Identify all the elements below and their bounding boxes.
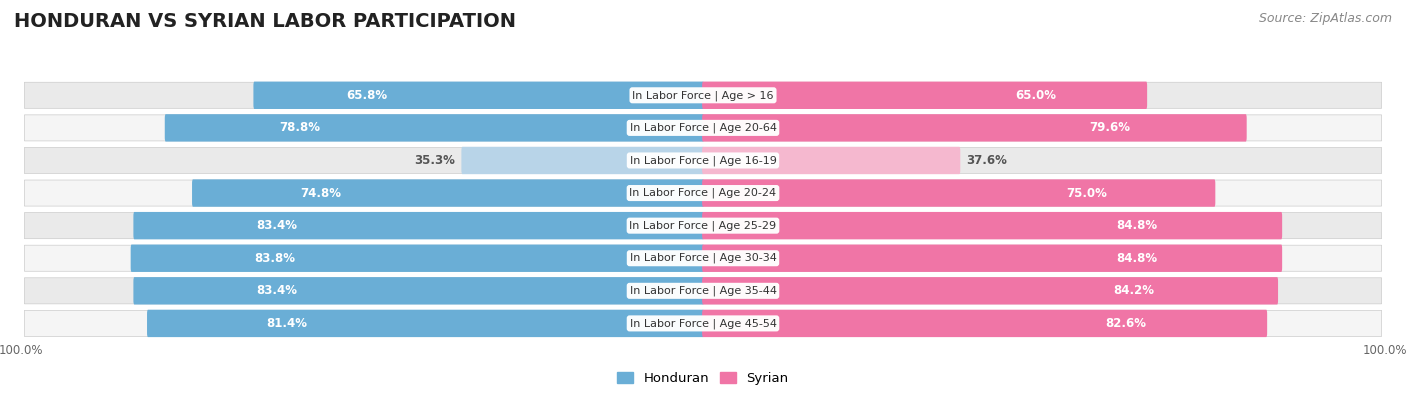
FancyBboxPatch shape [702,179,1215,207]
Text: 83.4%: 83.4% [256,219,297,232]
Text: 37.6%: 37.6% [966,154,1007,167]
Text: Source: ZipAtlas.com: Source: ZipAtlas.com [1258,12,1392,25]
FancyBboxPatch shape [253,82,704,109]
Text: HONDURAN VS SYRIAN LABOR PARTICIPATION: HONDURAN VS SYRIAN LABOR PARTICIPATION [14,12,516,31]
Text: In Labor Force | Age 25-29: In Labor Force | Age 25-29 [630,220,776,231]
Text: 79.6%: 79.6% [1090,121,1130,134]
Text: 78.8%: 78.8% [280,121,321,134]
FancyBboxPatch shape [24,310,1382,337]
FancyBboxPatch shape [148,310,704,337]
FancyBboxPatch shape [702,245,1282,272]
FancyBboxPatch shape [702,277,1278,305]
FancyBboxPatch shape [461,147,704,174]
Text: 65.8%: 65.8% [346,89,387,102]
Text: 74.8%: 74.8% [299,186,340,199]
Text: In Labor Force | Age 35-44: In Labor Force | Age 35-44 [630,286,776,296]
Text: In Labor Force | Age 20-24: In Labor Force | Age 20-24 [630,188,776,198]
FancyBboxPatch shape [702,82,1147,109]
Text: 83.4%: 83.4% [256,284,297,297]
Legend: Honduran, Syrian: Honduran, Syrian [612,367,794,390]
FancyBboxPatch shape [165,114,704,141]
FancyBboxPatch shape [702,212,1282,239]
Text: 84.8%: 84.8% [1116,219,1157,232]
FancyBboxPatch shape [24,245,1382,271]
FancyBboxPatch shape [702,310,1267,337]
FancyBboxPatch shape [131,245,704,272]
FancyBboxPatch shape [702,114,1247,141]
Text: In Labor Force | Age 16-19: In Labor Force | Age 16-19 [630,155,776,166]
FancyBboxPatch shape [702,147,960,174]
FancyBboxPatch shape [24,213,1382,239]
Text: In Labor Force | Age 30-34: In Labor Force | Age 30-34 [630,253,776,263]
FancyBboxPatch shape [24,82,1382,108]
Text: 81.4%: 81.4% [266,317,307,330]
Text: In Labor Force | Age 45-54: In Labor Force | Age 45-54 [630,318,776,329]
Text: 83.8%: 83.8% [254,252,295,265]
Text: 84.2%: 84.2% [1114,284,1154,297]
Text: 35.3%: 35.3% [415,154,456,167]
FancyBboxPatch shape [134,212,704,239]
FancyBboxPatch shape [193,179,704,207]
FancyBboxPatch shape [24,180,1382,206]
Text: 82.6%: 82.6% [1105,317,1146,330]
Text: In Labor Force | Age 20-64: In Labor Force | Age 20-64 [630,122,776,133]
Text: 65.0%: 65.0% [1015,89,1056,102]
Text: In Labor Force | Age > 16: In Labor Force | Age > 16 [633,90,773,101]
FancyBboxPatch shape [24,147,1382,173]
Text: 75.0%: 75.0% [1066,186,1107,199]
Text: 84.8%: 84.8% [1116,252,1157,265]
FancyBboxPatch shape [134,277,704,305]
FancyBboxPatch shape [24,115,1382,141]
FancyBboxPatch shape [24,278,1382,304]
